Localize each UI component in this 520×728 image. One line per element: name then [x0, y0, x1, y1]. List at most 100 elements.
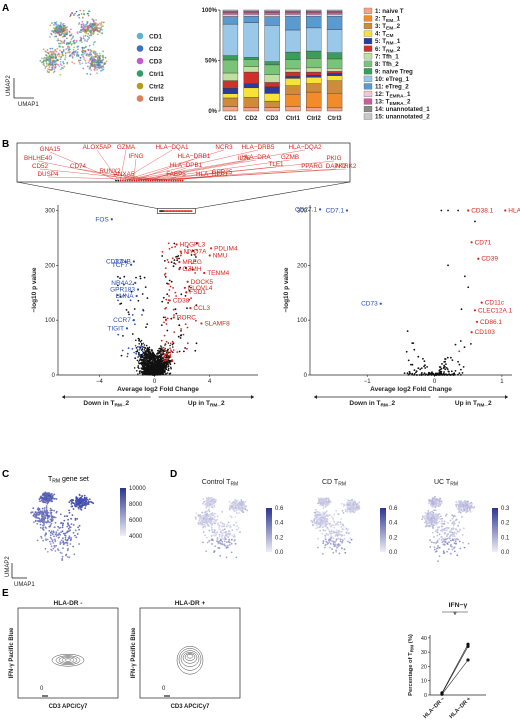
umap-cell	[228, 521, 230, 523]
volcano-point	[159, 351, 161, 353]
volcano-point	[138, 352, 140, 354]
umap-cell	[43, 62, 45, 64]
umap-cell	[45, 539, 47, 541]
umap-cell	[85, 35, 87, 37]
inset-gene-label: GZMA	[117, 144, 136, 151]
direction-label-down: Down in TRM_2	[349, 400, 395, 409]
umap-cell	[53, 548, 55, 550]
umap-cell	[81, 499, 83, 501]
umap-cell	[43, 499, 45, 501]
volcano-point	[481, 302, 483, 304]
volcano-point	[169, 289, 171, 291]
umap-cell	[75, 51, 77, 53]
inset-point	[173, 180, 175, 182]
umap-cell	[206, 501, 208, 503]
volcano-point	[162, 354, 164, 356]
umap-cell	[346, 530, 348, 532]
umap-cell	[78, 543, 80, 545]
umap-cell	[345, 509, 347, 511]
umap-cell	[44, 57, 46, 59]
volcano-point	[146, 348, 148, 350]
umap-cell	[355, 510, 357, 512]
umap-cell	[68, 501, 70, 503]
volcano-point	[157, 350, 159, 352]
umap-cell	[64, 542, 66, 544]
panel-d-title: Control TRM	[202, 479, 238, 488]
umap-cell	[211, 502, 213, 504]
umap-cell	[344, 552, 346, 554]
umap-a-axes: UMAP1 UMAP2	[6, 75, 39, 108]
volcano-point	[457, 210, 459, 212]
umap-cell	[61, 540, 63, 542]
umap-cell	[69, 526, 71, 528]
umap-cell	[85, 499, 87, 501]
sample-legend-label: Ctrl3	[149, 96, 164, 103]
volcano-point	[147, 362, 149, 364]
volcano-point	[156, 364, 158, 366]
volcano-point	[181, 253, 183, 255]
umap-cell	[53, 530, 55, 532]
panel-label-b: B	[2, 139, 9, 150]
bar-segment	[265, 108, 280, 111]
volcano-point	[167, 318, 169, 320]
inset-point	[124, 180, 126, 182]
bar-segment	[265, 75, 280, 83]
volcano-point	[145, 286, 147, 288]
umap-cell	[337, 524, 339, 526]
volcano-point	[154, 365, 156, 367]
umap-cell	[63, 63, 65, 65]
volcano-point	[135, 340, 137, 342]
umap-cell	[202, 498, 204, 500]
umap-cell	[219, 534, 221, 536]
umap-cell	[99, 23, 101, 25]
umap-cell	[82, 17, 84, 19]
umap-cell	[80, 39, 82, 41]
umap-cell	[73, 49, 75, 51]
umap-cell	[204, 534, 206, 536]
umap-cell	[87, 499, 89, 501]
volcano-point-label: CCR7	[113, 317, 131, 324]
umap-cell	[60, 40, 62, 42]
inset-gene-label: HLA−DPB1	[170, 162, 203, 169]
umap-cell	[51, 54, 53, 56]
volcano-point	[139, 370, 141, 372]
volcano-point	[122, 335, 124, 337]
bar-segment	[265, 101, 280, 108]
umap-cell	[61, 65, 63, 67]
volcano-point	[464, 346, 466, 348]
umap-cell	[217, 537, 219, 539]
volcano-x-tick-label: −1	[364, 379, 372, 385]
umap-cell	[66, 44, 68, 46]
volcano-point	[144, 344, 146, 346]
volcano-point	[416, 370, 418, 372]
umap-cell	[348, 501, 350, 503]
umap-cell	[87, 22, 89, 24]
volcano-point	[139, 355, 141, 357]
volcano-point	[459, 364, 461, 366]
volcano-point	[186, 307, 188, 309]
umap-cell	[101, 60, 103, 62]
umap-cell	[68, 528, 70, 530]
volcano-point	[178, 268, 180, 270]
volcano-point	[148, 364, 150, 366]
volcano-point	[447, 210, 449, 212]
volcano-point	[136, 295, 138, 297]
umap-cell	[86, 53, 88, 55]
umap-cell	[80, 506, 82, 508]
volcano-point-label: CD7.1	[326, 207, 345, 214]
umap-cell	[47, 49, 49, 51]
volcano-point	[160, 345, 162, 347]
umap-cell	[55, 531, 57, 533]
volcano-point	[460, 340, 462, 342]
cluster-legend-label: 14: unannotated_1	[375, 106, 430, 113]
umap-cell	[205, 511, 207, 513]
volcano-point	[140, 355, 142, 357]
inset-point	[180, 180, 182, 182]
volcano-point	[156, 360, 158, 362]
umap-cell	[98, 67, 100, 69]
umap-cell	[340, 534, 342, 536]
volcano-point	[144, 277, 146, 279]
bar-segment	[306, 68, 321, 72]
